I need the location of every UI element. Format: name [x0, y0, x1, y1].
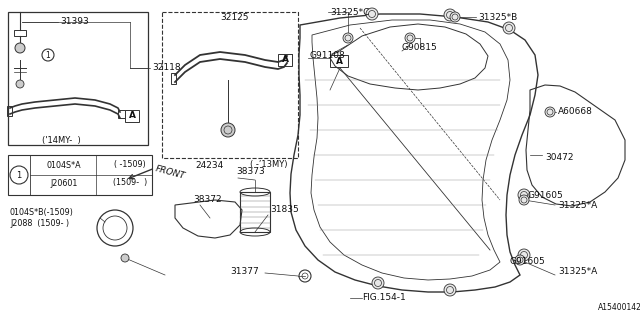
Text: G91108: G91108	[310, 51, 346, 60]
Text: 31835: 31835	[270, 205, 299, 214]
Bar	[125, 110, 139, 122]
Text: A60668: A60668	[558, 108, 593, 116]
Circle shape	[42, 49, 54, 61]
Text: J2088  (1509- ): J2088 (1509- )	[10, 220, 69, 228]
Text: 0104S*B(-1509): 0104S*B(-1509)	[10, 207, 74, 217]
Bar	[278, 54, 292, 66]
Circle shape	[518, 249, 530, 261]
Text: A: A	[335, 57, 342, 66]
Text: 31325*B: 31325*B	[478, 12, 517, 21]
Circle shape	[450, 12, 460, 22]
Bar	[8, 12, 148, 145]
Circle shape	[15, 43, 25, 53]
Text: ( -1509): ( -1509)	[114, 161, 146, 170]
Circle shape	[545, 107, 555, 117]
Bar	[284, 54, 292, 65]
Text: ('14MY-  ): ('14MY- )	[42, 135, 81, 145]
Circle shape	[444, 9, 456, 21]
Circle shape	[518, 189, 530, 201]
Text: A154001425: A154001425	[598, 303, 640, 313]
Text: A: A	[129, 111, 136, 121]
Circle shape	[221, 123, 235, 137]
Bar	[240, 192, 270, 232]
Bar	[7, 106, 12, 116]
Circle shape	[343, 33, 353, 43]
Text: J20601: J20601	[51, 179, 77, 188]
Text: G90815: G90815	[402, 44, 438, 52]
Text: FRONT: FRONT	[155, 164, 187, 181]
Text: 32118: 32118	[152, 63, 180, 73]
Text: 31325*A: 31325*A	[558, 201, 597, 210]
Text: 38373: 38373	[236, 167, 265, 177]
Bar	[14, 30, 26, 36]
Text: 24234: 24234	[195, 161, 223, 170]
Bar	[171, 73, 176, 84]
Circle shape	[16, 80, 24, 88]
Bar	[330, 55, 348, 67]
Text: 30472: 30472	[545, 154, 573, 163]
Circle shape	[405, 33, 415, 43]
Circle shape	[515, 255, 525, 265]
Circle shape	[444, 284, 456, 296]
Text: ( -’13MY): ( -’13MY)	[250, 161, 287, 170]
Bar	[8, 155, 152, 195]
Text: G91605: G91605	[510, 258, 546, 267]
Text: 1: 1	[45, 51, 51, 60]
Text: 1: 1	[17, 171, 22, 180]
Text: A: A	[282, 55, 289, 65]
Circle shape	[10, 166, 28, 184]
Circle shape	[503, 22, 515, 34]
Bar	[118, 110, 126, 118]
Text: 31377: 31377	[230, 268, 259, 276]
Text: (1509-  ): (1509- )	[113, 179, 147, 188]
Circle shape	[372, 277, 384, 289]
Text: 38372: 38372	[193, 196, 221, 204]
Circle shape	[519, 195, 529, 205]
Text: 31325*A: 31325*A	[558, 268, 597, 276]
Circle shape	[366, 8, 378, 20]
Circle shape	[121, 254, 129, 262]
Text: G91605: G91605	[528, 191, 564, 201]
Text: 31325*C: 31325*C	[330, 8, 369, 17]
Text: 0104S*A: 0104S*A	[47, 161, 81, 170]
Bar	[162, 12, 298, 158]
Text: 32125: 32125	[220, 13, 248, 22]
Text: FIG.154-1: FIG.154-1	[362, 293, 406, 302]
Text: 31393: 31393	[60, 18, 89, 27]
